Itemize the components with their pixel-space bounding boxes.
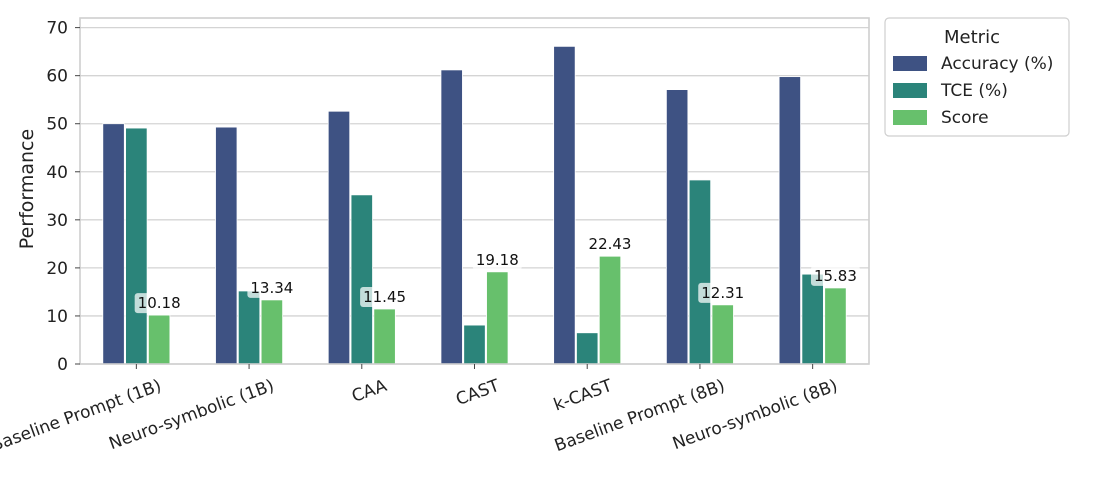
- bar-tce: [350, 194, 373, 365]
- legend: Metric Accuracy (%) TCE (%) Score: [884, 17, 1070, 137]
- bar-tce: [801, 273, 824, 365]
- bar-score: [598, 255, 622, 365]
- x-tick-label: k-CAST: [551, 376, 615, 416]
- score-data-label: 15.83: [814, 267, 857, 285]
- bar-score: [260, 299, 284, 365]
- score-data-label: 19.18: [476, 251, 519, 269]
- data-label-background: [698, 282, 748, 303]
- y-tick-label: 20: [46, 259, 68, 279]
- y-tick-label: 50: [46, 115, 68, 135]
- legend-title: Metric: [944, 27, 1000, 48]
- bar-accuracy: [440, 69, 463, 365]
- bar-score: [373, 308, 396, 365]
- score-data-label: 13.34: [250, 279, 293, 297]
- y-tick-label: 40: [46, 163, 68, 183]
- y-tick-label: 30: [46, 211, 68, 231]
- bar-tce: [125, 127, 148, 365]
- bar-accuracy: [327, 110, 351, 365]
- legend-swatch: [893, 56, 927, 71]
- bar-tce: [576, 332, 599, 365]
- bar-accuracy: [102, 123, 125, 365]
- plot-frame: [79, 17, 870, 365]
- y-tick-label: 70: [46, 19, 68, 39]
- bar-tce: [237, 290, 261, 365]
- bar-tce: [463, 324, 486, 365]
- grid: [80, 26, 869, 365]
- score-data-label: 10.18: [138, 294, 181, 312]
- x-tick-label: CAST: [453, 376, 502, 410]
- y-tick-label: 10: [46, 307, 68, 327]
- y-axis-label: Performance: [16, 129, 38, 249]
- bar-accuracy: [665, 89, 689, 365]
- score-data-label: 22.43: [589, 235, 632, 253]
- x-axis: Baseline Prompt (1B)Neuro-symbolic (1B) C…: [0, 364, 840, 456]
- data-label-background: [472, 249, 522, 270]
- legend-swatch: [893, 110, 927, 125]
- bar-tce: [688, 179, 712, 365]
- legend-box: [884, 17, 1070, 137]
- bar-score: [711, 304, 734, 365]
- legend-entry-label: TCE (%): [940, 81, 1008, 101]
- bar-score: [148, 314, 171, 365]
- score-data-label: 12.31: [701, 284, 744, 302]
- legend-entry-label: Accuracy (%): [941, 54, 1053, 74]
- y-tick-label: 0: [57, 355, 68, 375]
- data-label-background: [585, 234, 635, 255]
- bar-accuracy: [778, 76, 801, 365]
- bar-score: [486, 271, 509, 365]
- data-label-background: [247, 277, 297, 298]
- data-label-background: [810, 265, 860, 286]
- bar-accuracy: [553, 45, 576, 365]
- data-label-background: [360, 286, 410, 307]
- y-tick-label: 60: [46, 67, 68, 87]
- bar-accuracy: [215, 126, 238, 365]
- data-label-background: [134, 293, 184, 314]
- bar-score: [824, 287, 847, 365]
- score-data-label: 11.45: [363, 288, 406, 306]
- y-axis: 0 10 20 30 40 50 60 70: [46, 19, 80, 375]
- data-labels: 10.18 13.34 11.45 19.18 22.43 12.31 15.83: [134, 234, 860, 314]
- legend-entry-label: Score: [941, 108, 989, 128]
- legend-swatch: [893, 83, 927, 98]
- x-tick-label: CAA: [349, 376, 390, 407]
